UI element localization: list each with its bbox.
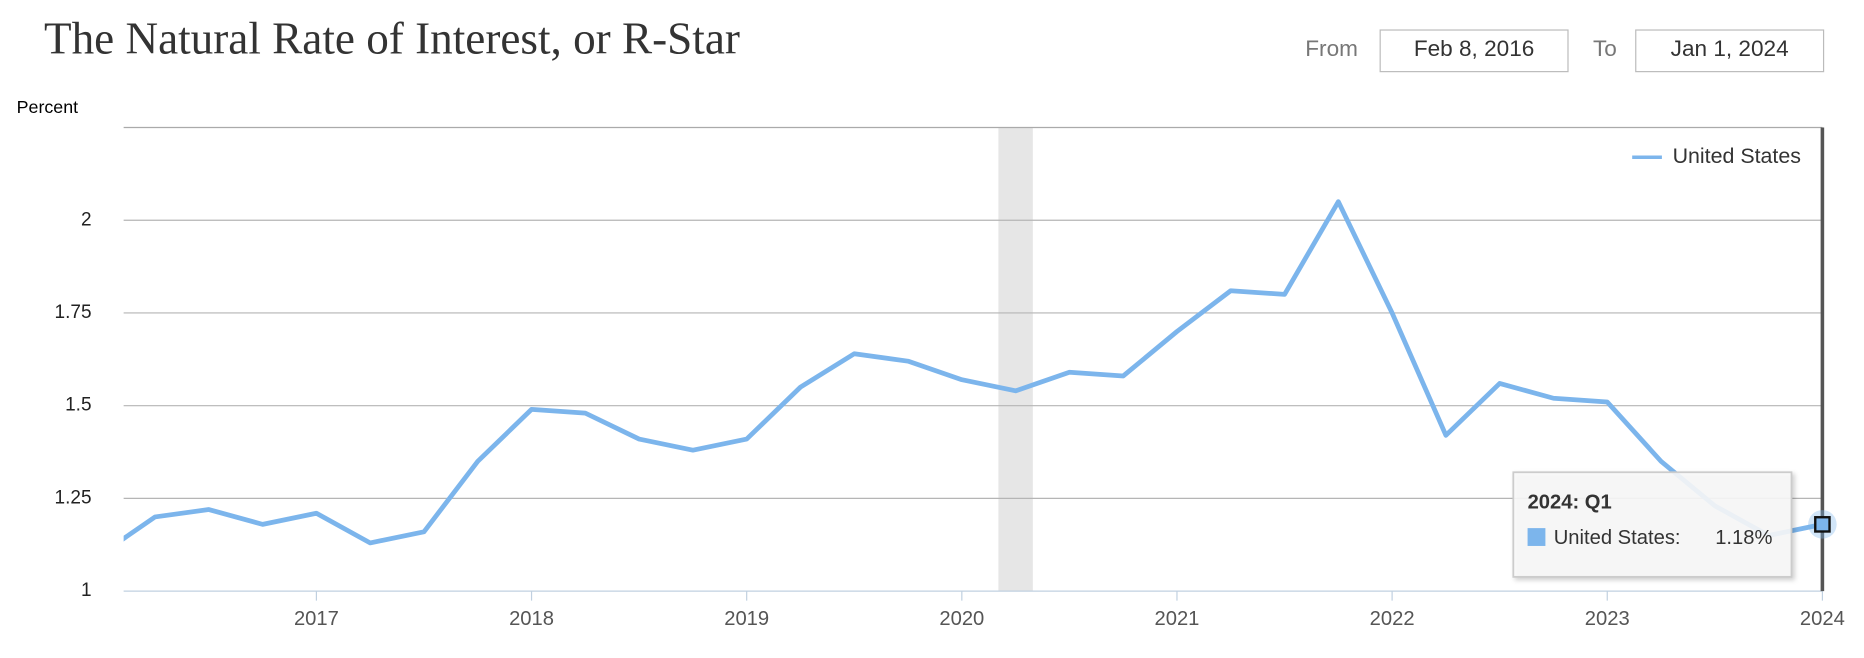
y-tick-label: 2 xyxy=(81,209,92,230)
tooltip-label: United States: xyxy=(1554,527,1681,549)
tooltip-swatch xyxy=(1527,528,1546,546)
legend-label: United States xyxy=(1673,144,1801,168)
from-label: From xyxy=(1305,36,1358,61)
x-tick-label: 2024 xyxy=(1800,608,1845,630)
tooltip-value: 1.18% xyxy=(1715,527,1772,549)
recession-band xyxy=(998,127,1033,592)
tooltip-title: 2024: Q1 xyxy=(1528,491,1612,513)
x-tick-label: 2022 xyxy=(1370,608,1415,630)
x-tick-label: 2017 xyxy=(294,608,339,630)
chart-title: The Natural Rate of Interest, or R-Star xyxy=(44,13,740,63)
series-line xyxy=(123,199,1823,546)
from-input[interactable] xyxy=(1379,29,1569,73)
y-axis-label: Percent xyxy=(17,97,78,117)
to-label: To xyxy=(1593,36,1617,61)
y-tick-label: 1.75 xyxy=(55,302,92,323)
point-marker xyxy=(1814,516,1831,533)
x-tick-label: 2018 xyxy=(509,608,554,630)
x-tick-label: 2021 xyxy=(1155,608,1200,630)
to-value[interactable]: Jan 1, 2024 xyxy=(1671,36,1789,61)
y-tick-label: 1.25 xyxy=(55,487,92,508)
to-input[interactable] xyxy=(1635,29,1825,73)
from-value[interactable]: Feb 8, 2016 xyxy=(1414,36,1535,61)
tooltip-box xyxy=(1512,471,1793,578)
x-tick-label: 2023 xyxy=(1585,608,1630,630)
y-tick-label: 1 xyxy=(81,580,92,601)
y-tick-label: 1.5 xyxy=(65,395,91,416)
x-tick-label: 2019 xyxy=(724,608,769,630)
x-tick-label: 2020 xyxy=(939,608,984,630)
